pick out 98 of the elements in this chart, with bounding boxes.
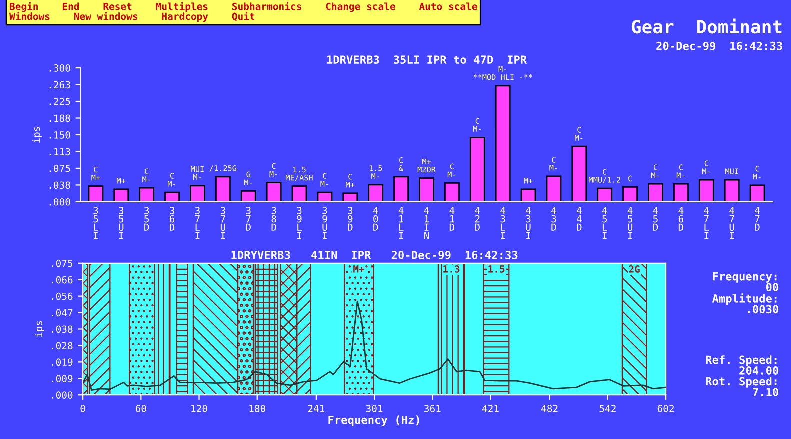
bar	[495, 85, 511, 202]
bar	[622, 186, 638, 202]
bar	[190, 185, 206, 202]
x-tick-label: 47UI	[730, 207, 735, 240]
x-tick-label: 41LI	[398, 207, 404, 240]
x-tick-label: 602	[658, 405, 674, 412]
band-label: 2G	[629, 266, 640, 273]
y-tick-label: .188	[50, 114, 70, 122]
x-tick-label: 35D	[144, 207, 150, 231]
x-tick-label: 41IN	[424, 207, 430, 240]
y-tick-label: .225	[50, 98, 70, 106]
x-tick-label: 241	[308, 405, 325, 412]
x-tick-label: 44D	[576, 207, 582, 231]
x-tick-label: 39UI	[322, 207, 328, 240]
y-tick-label: .038	[52, 326, 73, 334]
text: Begin End Reset Multiples Subharmonics Change scale Auto scale Windows New windows Hardcopy Quit	[9, 2, 478, 22]
x-tick-label: 39D	[348, 207, 353, 231]
x-tick-label: 45LI	[602, 207, 608, 240]
y-tick-label: .075	[50, 164, 70, 172]
bar	[240, 190, 256, 202]
text: Frequency: 00 Amplitude: .0030	[712, 272, 778, 314]
x-tick-label: 301	[366, 405, 383, 412]
x-tick-label: 120	[192, 405, 208, 412]
x-tick-label: 47LI	[704, 207, 710, 240]
bar	[520, 188, 536, 202]
y-tick-label: .038	[50, 182, 70, 190]
y-tick-label: .000	[52, 392, 73, 399]
bar	[164, 192, 180, 202]
x-tick-label: 45UI	[628, 207, 633, 240]
y-axis-title: ips	[32, 127, 42, 143]
x-tick-label: 46D	[678, 207, 684, 231]
bar	[724, 179, 740, 202]
bar	[317, 192, 333, 202]
bar	[444, 182, 460, 202]
y-tick-label: .019	[52, 358, 73, 366]
y-tick-label: .000	[50, 198, 70, 206]
y-tick-label: .047	[52, 309, 73, 317]
bar	[698, 179, 714, 202]
bar	[674, 183, 689, 202]
x-tick-label: 37LI	[195, 207, 200, 240]
line-series	[83, 300, 666, 392]
x-tick-label: 38D	[272, 207, 276, 231]
bar	[750, 184, 766, 202]
y-tick-label: .113	[50, 148, 70, 156]
y-axis-title: ips	[34, 321, 44, 338]
x-tick-label: 180	[250, 405, 266, 412]
y-tick-label: .263	[50, 81, 70, 89]
x-axis-title: Frequency (Hz)	[328, 416, 420, 426]
chart-title: 1DRYVERB3 41IN IPR 20-Dec-99 16:42:33	[232, 250, 518, 260]
chart-title: 1DRVERB3 35LI IPR to 47D IPR	[327, 56, 528, 64]
x-tick-label: 35LI	[94, 207, 98, 240]
x-tick-label: 37UI	[220, 207, 226, 240]
text: Ref. Speed: 204.00 Rot. Speed: 7.10	[706, 356, 778, 396]
bar	[546, 176, 562, 202]
x-tick-label: 43UI	[526, 207, 531, 240]
y-tick-label: .300	[50, 64, 70, 72]
x-tick-label: 40D	[373, 207, 378, 231]
x-tick-label: 35UI	[119, 207, 124, 240]
y-tick-label: .056	[52, 292, 73, 300]
bar	[572, 146, 588, 202]
x-tick-label: 361	[424, 405, 441, 412]
x-tick-label: 421	[482, 405, 499, 412]
bar	[342, 192, 358, 202]
text: Gear Dominant	[632, 18, 782, 34]
bar	[139, 187, 155, 202]
x-tick-label: 482	[542, 405, 558, 412]
bar	[419, 178, 434, 202]
band-label: 1.5	[488, 266, 505, 273]
y-tick-label: .075	[52, 260, 73, 268]
bar	[597, 188, 613, 202]
y-tick-label: .009	[52, 375, 73, 382]
bar	[292, 186, 308, 202]
y-tick-label: .150	[50, 131, 70, 139]
x-tick-label: 542	[600, 405, 616, 412]
bar	[215, 176, 231, 202]
x-tick-label: 36D	[170, 207, 175, 231]
bar	[394, 176, 409, 202]
x-tick-label: 43D	[552, 207, 556, 231]
x-tick-label: 43LI	[500, 207, 506, 240]
band-label: 1.3	[444, 266, 460, 273]
x-tick-label: 39LI	[297, 207, 302, 240]
x-tick-label: 45D	[653, 207, 658, 231]
x-tick-label: 41D	[450, 207, 455, 231]
y-tick-label: .028	[52, 342, 73, 350]
bar	[114, 188, 130, 202]
band-label: M+	[354, 266, 365, 273]
text: 20-Dec-99 16:42:33	[656, 42, 782, 50]
bar	[470, 136, 486, 202]
x-tick-label: 0	[80, 405, 86, 412]
x-tick-label: 37D	[246, 207, 251, 231]
bar	[648, 183, 664, 202]
bar	[266, 182, 282, 202]
bar	[368, 184, 384, 202]
x-tick-label: 42D	[475, 207, 480, 231]
bar	[88, 186, 104, 202]
y-tick-label: .066	[52, 276, 73, 284]
x-tick-label: 60	[136, 405, 146, 412]
x-tick-label: 47D	[755, 207, 760, 231]
